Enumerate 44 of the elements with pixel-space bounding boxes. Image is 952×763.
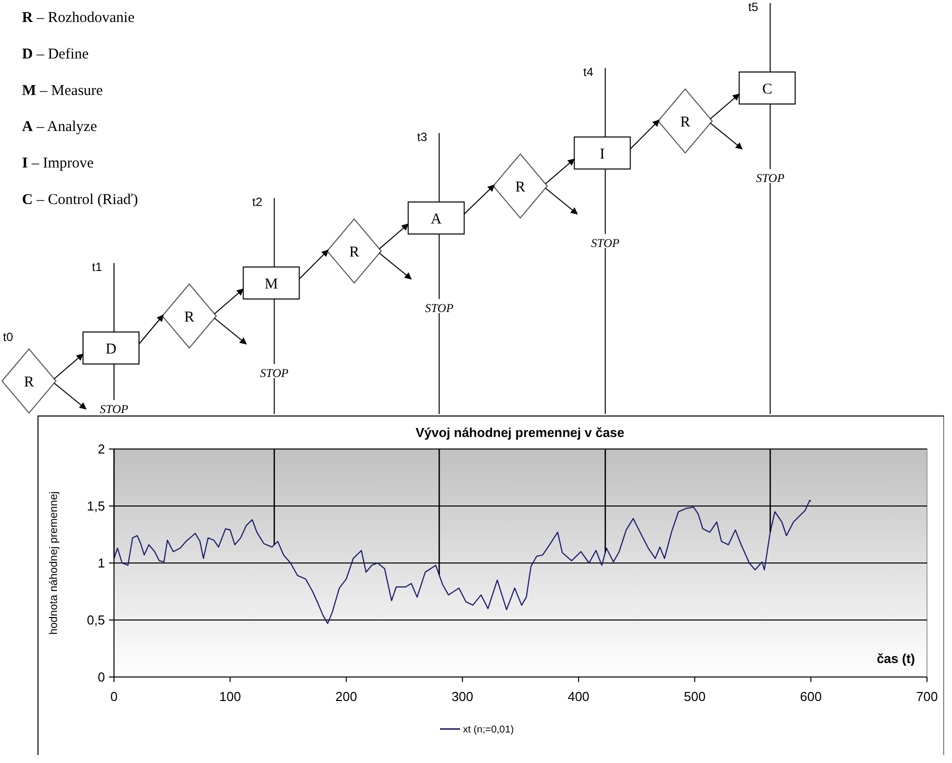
y-tick-label: 0: [98, 670, 105, 685]
text: t3: [417, 130, 428, 144]
text: I – Improve: [22, 156, 94, 172]
text: t2: [252, 195, 263, 209]
y-tick-label: 1: [98, 556, 105, 571]
text: A: [430, 211, 442, 228]
y-tick-label: 0,5: [86, 612, 105, 628]
text: M – Measure: [22, 82, 104, 99]
legend-label: xt (n;=0,01): [463, 724, 514, 736]
text: STOP: [260, 366, 290, 380]
text: t5: [748, 0, 759, 14]
x-axis-title: čas (t): [876, 651, 915, 666]
text: STOP: [756, 171, 786, 186]
x-tick-label: 0: [110, 689, 118, 704]
text: t4: [583, 65, 594, 79]
text: R: [515, 179, 526, 196]
text: R: [184, 309, 194, 326]
y-axis-title: hodnota náhodnej premennej: [48, 491, 60, 635]
text: R – Rozhodovanie: [22, 10, 135, 26]
text: D: [106, 341, 117, 358]
text: A – Analyze: [22, 119, 98, 136]
text: C: [762, 81, 772, 98]
text: I: [600, 146, 605, 162]
text: R: [349, 244, 360, 260]
text: D – Define: [22, 46, 89, 62]
text: C – Control (Riaď): [22, 192, 138, 208]
x-tick-label: 400: [568, 689, 590, 704]
text: STOP: [100, 402, 129, 416]
y-tick-label: 1,5: [86, 498, 105, 514]
text: R: [680, 114, 690, 130]
x-tick-label: 200: [335, 689, 358, 704]
x-tick-label: 300: [452, 689, 474, 704]
y-tick-label: 2: [98, 442, 105, 457]
text: R: [24, 374, 34, 390]
x-tick-label: 100: [219, 689, 241, 704]
x-tick-label: 500: [684, 689, 706, 704]
chart-title: Vývoj náhodnej premennej v čase: [416, 425, 624, 440]
text: STOP: [591, 236, 620, 250]
text: t0: [3, 330, 14, 344]
text: M: [264, 276, 278, 292]
text: STOP: [424, 301, 454, 316]
x-tick-label: 700: [916, 689, 938, 704]
x-tick-label: 600: [800, 689, 822, 704]
text: t1: [92, 260, 102, 274]
